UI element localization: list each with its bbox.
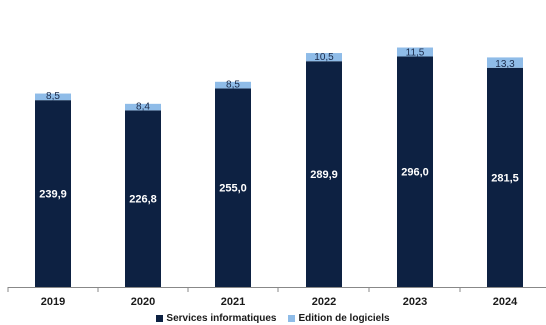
x-ticks-group: 2019 2020 2021 2022 2023 2024 (7, 287, 518, 308)
value-label-services-2022: 289,9 (310, 169, 338, 181)
bar-services-2024 (487, 67, 523, 287)
value-label-edition-2020: 8,4 (136, 101, 150, 112)
bar-edition-2019 (35, 93, 71, 101)
value-label-edition-2021: 8,5 (226, 79, 240, 90)
legend-item-services: Services informatiques (156, 313, 276, 324)
bar-edition-2020 (125, 103, 161, 111)
bar-edition-2022 (306, 53, 342, 62)
bar-services-2020 (125, 110, 161, 287)
legend-swatch-edition (288, 315, 296, 322)
value-label-services-2024: 281,5 (491, 172, 519, 184)
x-tick-label-2019: 2019 (41, 296, 65, 308)
legend-label-services: Services informatiques (166, 313, 277, 324)
value-label-edition-2019: 8,5 (46, 91, 60, 102)
bars-group (35, 47, 523, 287)
x-tick-label-2023: 2023 (403, 296, 427, 308)
legend-label-edition: Edition de logiciels (298, 313, 390, 324)
bar-services-2022 (306, 61, 342, 287)
value-label-edition-2024: 13,3 (495, 59, 515, 70)
value-label-services-2023: 296,0 (401, 167, 429, 179)
bar-services-2019 (35, 100, 71, 287)
x-tick-label-2021: 2021 (221, 296, 245, 308)
value-label-services-2020: 226,8 (129, 194, 157, 206)
value-label-services-2021: 255,0 (219, 183, 247, 195)
value-label-edition-2022: 10,5 (314, 52, 334, 63)
value-labels-group: 239,9 8,5 226,8 8,4 255,0 8,5 289,9 10,5 296,0 11… (39, 47, 519, 205)
x-tick-label-2022: 2022 (312, 296, 336, 308)
bar-edition-2024 (487, 57, 523, 68)
bar-edition-2021 (215, 81, 251, 89)
value-label-edition-2023: 11,5 (406, 47, 425, 58)
bar-edition-2023 (397, 47, 433, 57)
value-label-services-2019: 239,9 (39, 189, 67, 201)
bar-services-2021 (215, 88, 251, 287)
x-tick-label-2024: 2024 (493, 296, 518, 308)
x-tick-label-2020: 2020 (131, 296, 155, 308)
legend-swatch-services (156, 315, 164, 322)
legend-item-edition: Edition de logiciels (288, 313, 390, 324)
bar-services-2023 (397, 56, 433, 287)
legend: Services informatiques Edition de logici… (0, 313, 546, 324)
